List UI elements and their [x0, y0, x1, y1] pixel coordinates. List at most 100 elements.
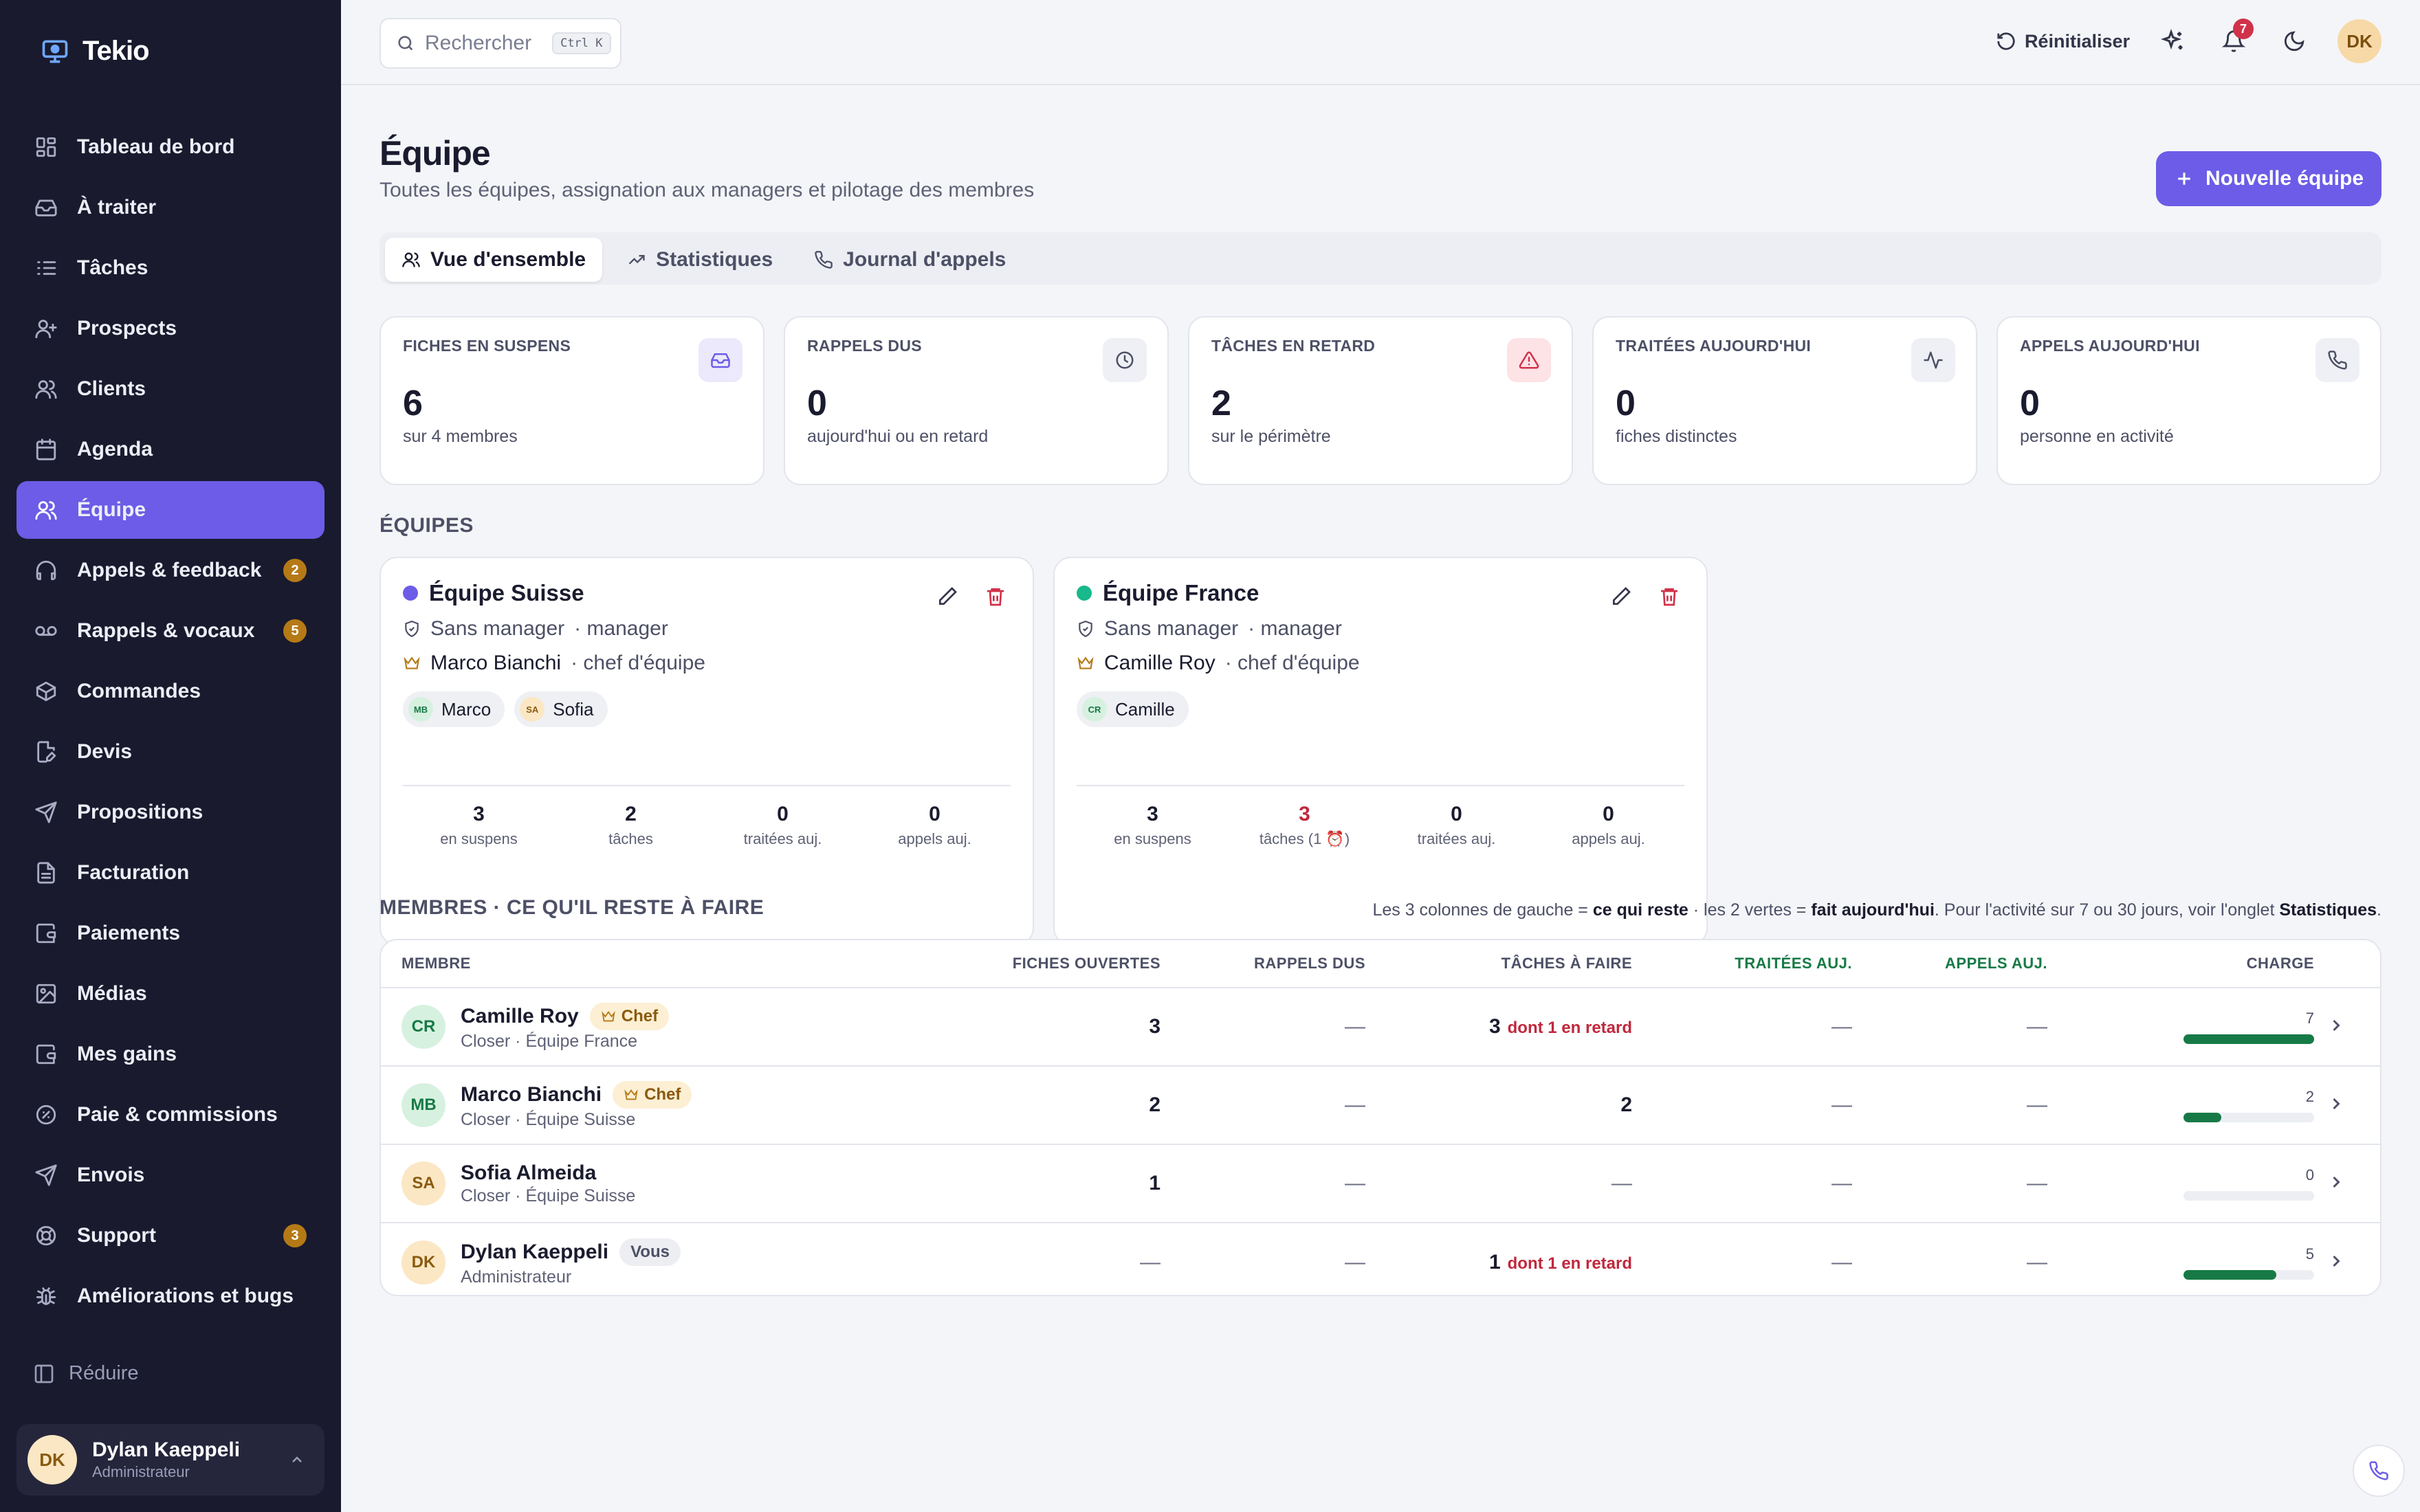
open-files: 1 — [986, 1172, 1160, 1195]
sparkles-button[interactable] — [2156, 24, 2190, 58]
chevron-right-icon[interactable] — [2314, 1016, 2358, 1038]
app-logo[interactable]: Tekio — [40, 36, 150, 67]
chevron-right-icon — [2333, 1255, 2340, 1267]
search-icon — [398, 36, 413, 51]
charge-bar-fill — [2184, 1034, 2314, 1044]
col-recalls[interactable]: RAPPELS DUS — [1254, 955, 1365, 972]
edit-team-button[interactable] — [936, 586, 958, 611]
table-row[interactable]: SA Sofia Almeida Closer · Équipe Suisse 1 — —… — [381, 1145, 2380, 1223]
sidebar-item-rappels-vocaux[interactable]: Rappels & vocaux 5 — [16, 602, 324, 660]
member-name-line: Camille Roy Chef — [461, 1002, 670, 1030]
recalls-due: — — [1160, 1015, 1365, 1038]
recalls-due-value: — — [1345, 1251, 1365, 1274]
tab-statistics[interactable]: Statistiques — [610, 238, 789, 282]
team-stat-value: 2 — [625, 803, 637, 825]
done-today: — — [1632, 1093, 1852, 1117]
stat-label: RAPPELS DUS — [807, 337, 922, 355]
done-today: — — [1632, 1015, 1852, 1038]
tab-overview[interactable]: Vue d'ensemble — [385, 238, 603, 282]
stat-card: RAPPELS DUS 0 aujourd'hui ou en retard — [784, 316, 1169, 485]
late-tasks: dont 1 en retard — [1507, 1254, 1632, 1273]
col-tasks[interactable]: TÂCHES À FAIRE — [1501, 955, 1632, 972]
stat-subtitle: sur le périmètre — [1211, 427, 1331, 446]
tab-label: Vue d'ensemble — [430, 248, 586, 271]
sidebar-item-equipe[interactable]: Équipe — [16, 481, 324, 539]
sidebar-item-ameliorations-et-bugs[interactable]: Améliorations et bugs — [16, 1267, 324, 1325]
collapse-sidebar-button[interactable]: Réduire — [33, 1362, 139, 1385]
sidebar-item-devis[interactable]: Devis — [16, 723, 324, 781]
nav-badge: 5 — [283, 619, 307, 643]
table-row[interactable]: DK Dylan Kaeppeli Vous Administrateur — — 1 don… — [381, 1223, 2380, 1295]
avatar[interactable]: DK — [2338, 19, 2382, 63]
tab-bar: Vue d'ensemble Statistiques Journal d'ap… — [380, 232, 2382, 285]
new-team-button[interactable]: Nouvelle équipe — [2156, 151, 2382, 206]
avatar: DK — [28, 1435, 77, 1485]
team-stat-value: 0 — [1451, 803, 1462, 825]
sidebar-item-agenda[interactable]: Agenda — [16, 421, 324, 478]
sidebar-item-facturation[interactable]: Facturation — [16, 844, 324, 902]
col-open[interactable]: FICHES OUVERTES — [1012, 955, 1160, 972]
team-stat: 3 en suspens — [1077, 803, 1229, 848]
sidebar-item-mes-gains[interactable]: Mes gains — [16, 1025, 324, 1083]
sidebar-item-paiements[interactable]: Paiements — [16, 904, 324, 962]
monitor-logo-icon — [42, 39, 68, 63]
chevron-right-icon[interactable] — [2314, 1094, 2358, 1117]
sidebar-item-label: Facturation — [77, 861, 190, 884]
charge-bar-fill — [2184, 1113, 2222, 1122]
reset-button[interactable]: Réinitialiser — [1996, 31, 2130, 52]
notifications-button[interactable]: 7 — [2216, 19, 2254, 58]
sidebar-item-support[interactable]: Support 3 — [16, 1207, 324, 1265]
user-menu[interactable]: DK Dylan Kaeppeli Administrateur — [16, 1424, 324, 1496]
charge-value: 7 — [2305, 1010, 2314, 1027]
tab-label: Journal d'appels — [843, 248, 1006, 271]
reset-label: Réinitialiser — [2024, 30, 2130, 52]
chevron-right-icon[interactable] — [2314, 1252, 2358, 1274]
sidebar-item-tableau-de-bord[interactable]: Tableau de bord — [16, 118, 324, 176]
col-done[interactable]: TRAITÉES AUJ. — [1735, 955, 1852, 972]
open-files: 3 — [986, 1015, 1160, 1038]
theme-toggle-button[interactable] — [2277, 24, 2311, 58]
member-chip[interactable]: MB Marco — [403, 691, 505, 727]
note-text: · les 2 vertes = — [1688, 900, 1812, 920]
sidebar-item-a-traiter[interactable]: À traiter — [16, 179, 324, 236]
team-lead-role: · chef d'équipe — [1224, 652, 1360, 674]
sidebar-item-clients[interactable]: Clients — [16, 360, 324, 418]
col-member[interactable]: MEMBRE — [402, 955, 471, 972]
sidebar-item-commandes[interactable]: Commandes — [16, 663, 324, 720]
col-charge[interactable]: CHARGE — [2246, 955, 2314, 972]
member-chip[interactable]: CR Camille — [1077, 691, 1189, 727]
team-stat-label: en suspens — [440, 830, 518, 847]
search-input[interactable]: Rechercher Ctrl K — [380, 18, 622, 69]
table-row[interactable]: MB Marco Bianchi Chef Closer · Équipe Suiss… — [381, 1067, 2380, 1145]
search-shortcut: Ctrl K — [552, 32, 611, 54]
table-header: MEMBRE FICHES OUVERTES RAPPELS DUS TÂCHE… — [381, 940, 2380, 988]
moon-icon — [2284, 31, 2304, 52]
sidebar-item-taches[interactable]: Tâches — [16, 239, 324, 297]
team-header: Équipe France — [1077, 580, 1684, 606]
sidebar-item-paie-commissions[interactable]: Paie & commissions — [16, 1086, 324, 1144]
col-calls[interactable]: APPELS AUJ. — [1945, 955, 2047, 972]
member-name-line: Marco Bianchi Chef — [461, 1080, 692, 1109]
team-lead: Camille Roy — [1104, 652, 1216, 674]
table-row[interactable]: CR Camille Roy Chef Closer · Équipe France 3… — [381, 988, 2380, 1067]
member-info: Dylan Kaeppeli Vous Administrateur — [461, 1238, 681, 1287]
teams-section-title: ÉQUIPES — [380, 514, 474, 537]
call-fab-button[interactable] — [2353, 1445, 2405, 1497]
stat-subtitle: personne en activité — [2020, 427, 2174, 446]
edit-team-button[interactable] — [1610, 586, 1632, 611]
tab-call-log[interactable]: Journal d'appels — [798, 238, 1022, 282]
sidebar-item-appels-feedback[interactable]: Appels & feedback 2 — [16, 542, 324, 599]
sidebar-item-envois[interactable]: Envois — [16, 1146, 324, 1204]
delete-team-button[interactable] — [984, 586, 1006, 611]
chevron-right-icon[interactable] — [2314, 1172, 2358, 1195]
stat-icon-box — [1103, 338, 1147, 382]
sidebar-item-medias[interactable]: Médias — [16, 965, 324, 1023]
member-chip[interactable]: SA Sofia — [514, 691, 608, 727]
team-manager: Sans manager — [1104, 617, 1239, 640]
sidebar-item-prospects[interactable]: Prospects — [16, 300, 324, 357]
done-today-value: — — [1832, 1093, 1852, 1116]
wallet-icon — [36, 1044, 56, 1065]
new-team-label: Nouvelle équipe — [2205, 167, 2364, 190]
sidebar-item-propositions[interactable]: Propositions — [16, 783, 324, 841]
delete-team-button[interactable] — [1658, 586, 1680, 611]
